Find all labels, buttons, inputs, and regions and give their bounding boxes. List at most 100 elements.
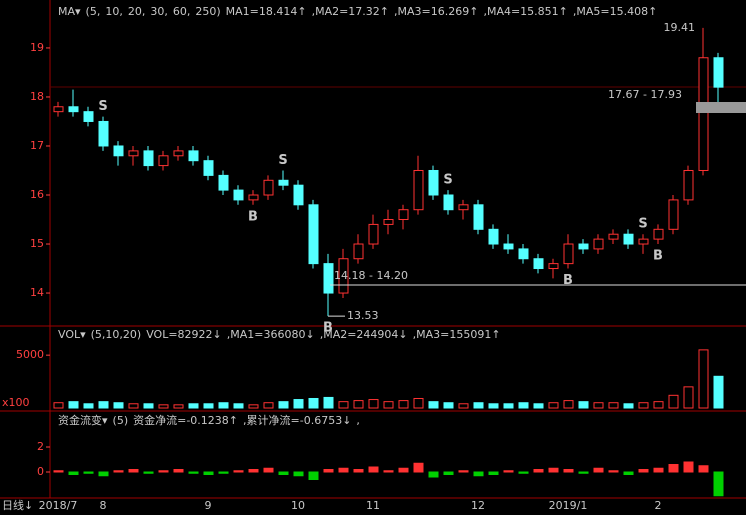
header-item: (5,10,20): [91, 328, 142, 341]
bar: [143, 403, 154, 409]
bar: [218, 402, 229, 409]
bar: [353, 400, 364, 409]
candle-body: [548, 263, 559, 270]
x-tick-label: 9: [205, 499, 212, 512]
header-item: 20,: [128, 5, 146, 18]
bar: [413, 397, 424, 409]
candle-body: [263, 179, 274, 196]
bar: [623, 471, 634, 475]
candle-body: [398, 209, 409, 221]
bar: [353, 469, 364, 473]
bar: [623, 403, 634, 409]
bar: [128, 403, 139, 409]
signal: S: [638, 217, 647, 232]
bar: [203, 403, 214, 409]
bar: [443, 471, 454, 475]
bar: [398, 400, 409, 409]
bar: [98, 471, 109, 477]
candle-body: [473, 204, 484, 230]
candle-body: [653, 228, 664, 240]
candle-body: [173, 150, 184, 157]
candle-body: [518, 248, 529, 260]
bar: [653, 467, 664, 473]
bar: [593, 467, 604, 473]
candle-body: [608, 233, 619, 240]
bar: [428, 401, 439, 409]
header-item: ,MA3=16.269↑: [394, 5, 478, 18]
bar: [668, 464, 679, 473]
x-tick-label: 2019/1: [549, 499, 588, 512]
signal: S: [98, 99, 107, 114]
bar: [488, 471, 499, 475]
bar: [713, 375, 724, 409]
x-tick-label: 11: [366, 499, 380, 512]
candle-body: [68, 106, 79, 113]
header-item: ,MA2=244904↓: [320, 328, 408, 341]
candle-body: [113, 145, 124, 157]
bar: [518, 402, 529, 409]
candle-body: [323, 263, 334, 294]
bar: [533, 403, 544, 409]
candle-body: [293, 184, 304, 206]
annotation: 19.41: [664, 21, 696, 34]
bar: [68, 401, 79, 409]
bar: [638, 469, 649, 473]
bar: [713, 471, 724, 497]
header-item: 资金流变▾: [58, 413, 108, 427]
bar: [143, 471, 154, 474]
bar: [458, 470, 469, 473]
candle-body: [488, 228, 499, 245]
bar: [458, 403, 469, 409]
bar: [323, 396, 334, 409]
x-tick-label: 2: [655, 499, 662, 512]
signal: S: [278, 153, 287, 168]
bar: [113, 470, 124, 473]
candle-body: [128, 150, 139, 157]
annotation: 17.67 - 17.93: [608, 88, 682, 101]
bar: [383, 401, 394, 409]
candle-body: [683, 169, 694, 201]
header-item: ,MA3=155091↑: [413, 328, 501, 341]
header-item: 10,: [105, 5, 123, 18]
frame: [0, 0, 746, 499]
bar: [518, 471, 529, 474]
y-tick-label: 18: [30, 90, 44, 103]
bar: [383, 470, 394, 473]
y-tick-label: 15: [30, 237, 44, 250]
bar: [158, 404, 169, 409]
bar: [293, 399, 304, 409]
candle-body: [188, 150, 199, 162]
candle-body: [218, 174, 229, 191]
candle-body: [533, 258, 544, 270]
candle-body: [383, 219, 394, 225]
bar: [638, 402, 649, 409]
y-tick-label: 2: [37, 440, 44, 453]
candle-body: [98, 120, 109, 147]
bar: [563, 469, 574, 473]
bar: [83, 403, 94, 409]
bar: [263, 402, 274, 409]
header-item: 60,: [173, 5, 191, 18]
header-item: ,MA1=366080↓: [227, 328, 315, 341]
header-item: ,累计净流=-0.6753↓: [243, 413, 351, 427]
bar: [488, 403, 499, 409]
bar: [608, 470, 619, 473]
bar: [308, 397, 319, 409]
signal: B: [323, 321, 333, 336]
bar: [503, 470, 514, 473]
bar: [368, 399, 379, 409]
bar: [323, 469, 334, 473]
bar: [263, 467, 274, 473]
header-item: ,MA4=15.851↑: [483, 5, 567, 18]
y-tick-label: 0: [37, 465, 44, 478]
bar: [578, 401, 589, 409]
header-item: VOL▾: [58, 328, 86, 341]
y-tick-label: 19: [30, 41, 44, 54]
candle-body: [338, 258, 349, 294]
bar: [683, 386, 694, 409]
bar: [473, 402, 484, 409]
y-tick-label: 17: [30, 139, 44, 152]
candle-body: [353, 243, 364, 260]
signal: B: [563, 273, 573, 288]
bar: [233, 403, 244, 409]
